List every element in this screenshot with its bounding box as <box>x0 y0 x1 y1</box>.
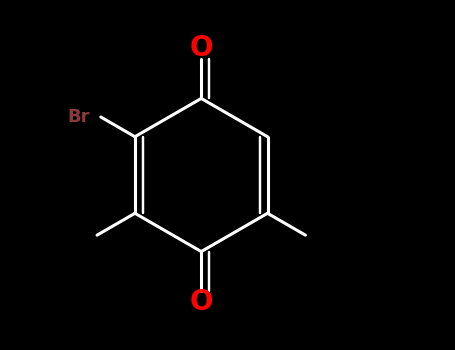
Text: Br: Br <box>68 108 90 126</box>
Text: O: O <box>189 34 213 62</box>
Text: O: O <box>189 288 213 316</box>
